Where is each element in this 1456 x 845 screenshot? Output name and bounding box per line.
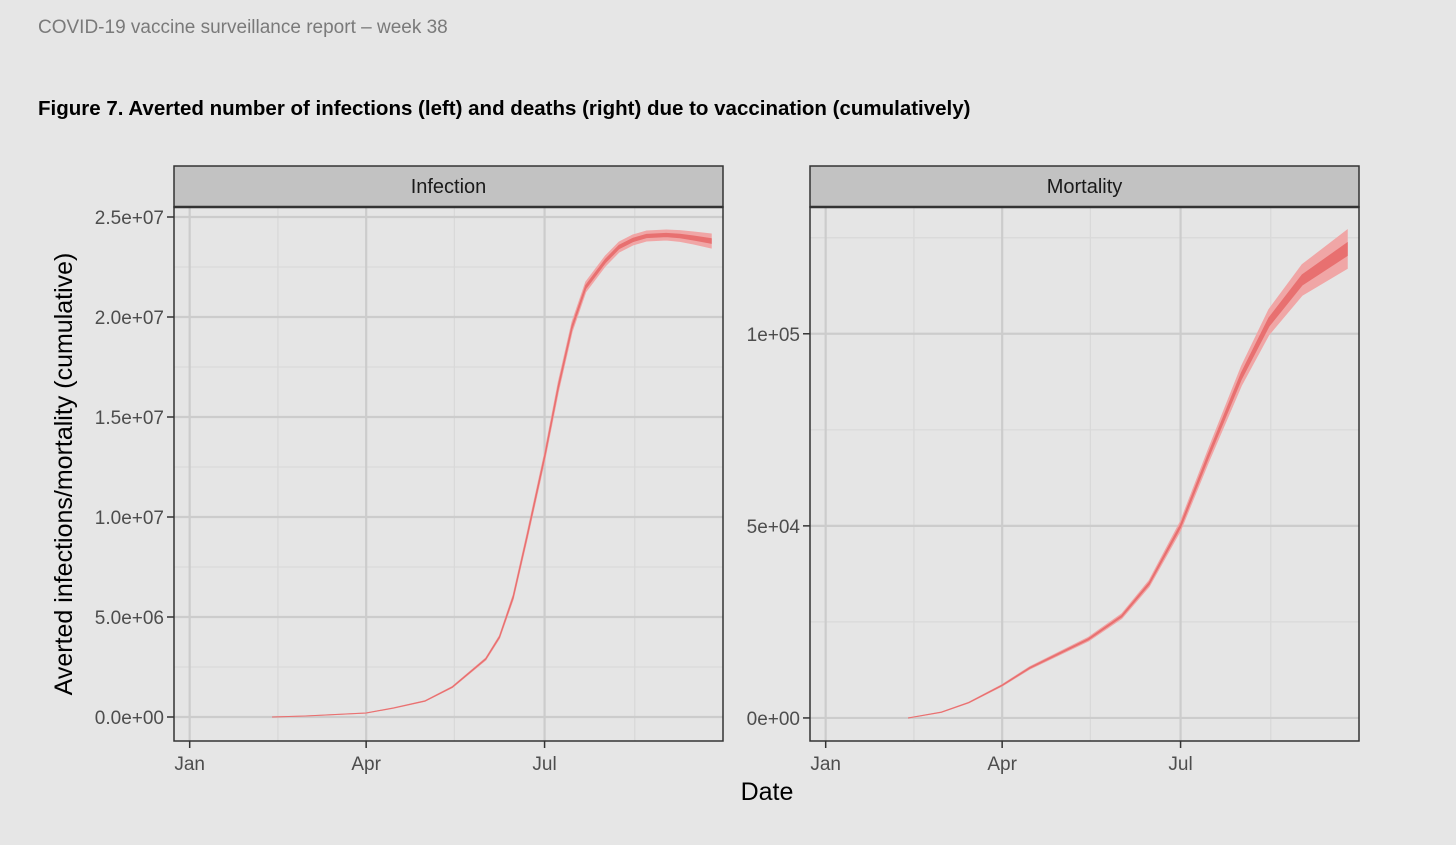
y-axis-title: Averted infections/mortality (cumulative… bbox=[50, 253, 78, 696]
x-tick-label: Apr bbox=[987, 754, 1017, 775]
x-axis-title: Date bbox=[741, 778, 794, 806]
series-marks bbox=[272, 229, 712, 718]
strip-background bbox=[173, 165, 724, 208]
x-tick-label: Jul bbox=[1168, 754, 1192, 775]
y-tick-label: 2.5e+07 bbox=[95, 208, 164, 229]
series-0-inner-band bbox=[907, 241, 1348, 719]
y-tick-label: 0e+00 bbox=[747, 709, 800, 730]
y-tick-label: 5e+04 bbox=[747, 517, 801, 538]
y-tick-label: 5.0e+06 bbox=[95, 608, 164, 629]
grid-lines bbox=[174, 207, 723, 741]
panel-mortality: Mortality 0e+00 5e+04 1e+05 Jan Apr Jul bbox=[747, 165, 1360, 775]
x-tick-label: Jan bbox=[810, 754, 841, 775]
x-tick-label: Jul bbox=[532, 754, 556, 775]
panel-background bbox=[810, 207, 1359, 741]
figure-title: Figure 7. Averted number of infections (… bbox=[38, 97, 971, 120]
y-tick-label: 2.0e+07 bbox=[95, 308, 164, 329]
series-marks bbox=[907, 229, 1348, 719]
strip-title-infection: Infection bbox=[411, 176, 487, 198]
y-tick-label: 0.0e+00 bbox=[95, 708, 164, 729]
panel-infection: Infection 0.0e+00 5.0e+06 1.0e+07 1.5e+07 2.… bbox=[95, 165, 724, 775]
x-tick-label: Jan bbox=[174, 754, 205, 775]
panel-background bbox=[174, 207, 723, 741]
series-0-inner-band bbox=[272, 232, 712, 718]
axis-ticks: 0e+00 5e+04 1e+05 Jan Apr Jul bbox=[747, 325, 1193, 775]
y-tick-label: 1e+05 bbox=[747, 325, 800, 346]
report-header: COVID-19 vaccine surveillance report – w… bbox=[38, 17, 448, 38]
strip-background bbox=[809, 165, 1360, 208]
y-tick-label: 1.0e+07 bbox=[95, 508, 164, 529]
x-tick-label: Apr bbox=[351, 754, 381, 775]
strip-title-mortality: Mortality bbox=[1047, 176, 1123, 198]
axis-ticks: 0.0e+00 5.0e+06 1.0e+07 1.5e+07 2.0e+07 2.5e+… bbox=[95, 208, 557, 775]
grid-lines bbox=[810, 207, 1359, 741]
y-tick-label: 1.5e+07 bbox=[95, 408, 164, 429]
